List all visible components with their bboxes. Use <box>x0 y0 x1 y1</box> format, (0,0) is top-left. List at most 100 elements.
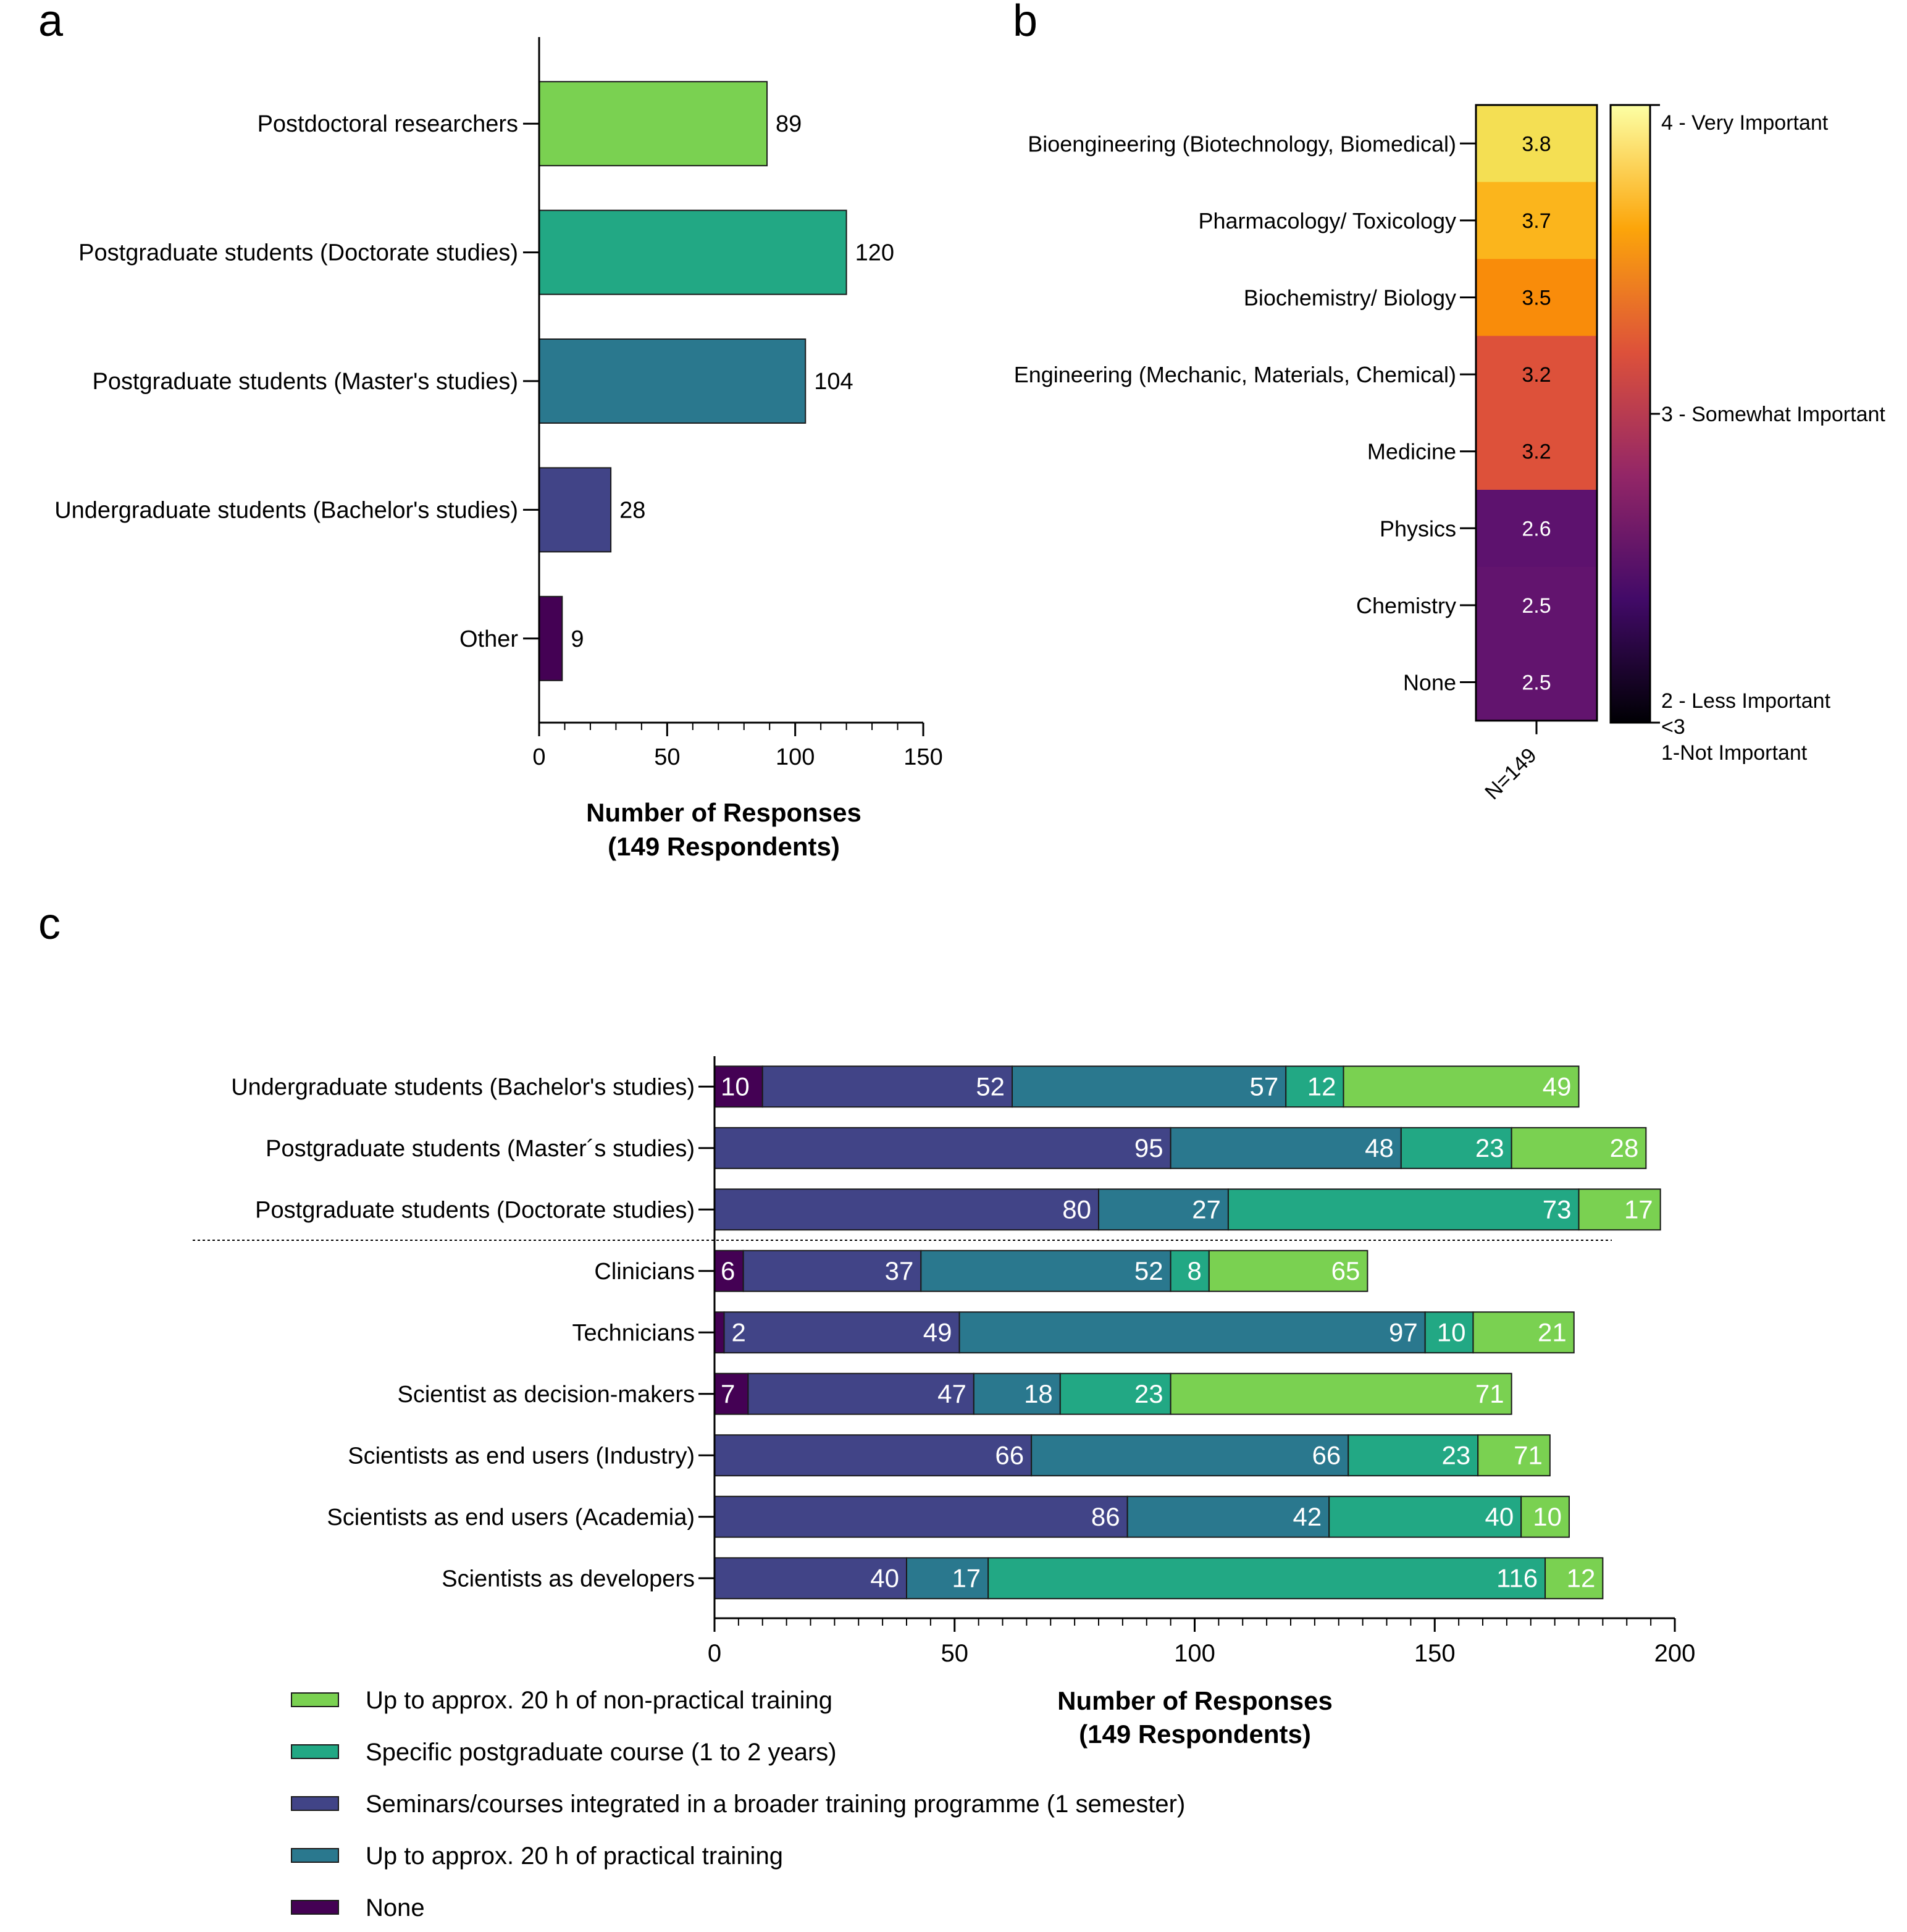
bar-segment <box>1059 1372 1171 1415</box>
segment-label: 18 <box>1024 1379 1053 1408</box>
category-label: Postdoctoral researchers <box>258 111 518 137</box>
segment-label: 73 <box>1543 1195 1572 1224</box>
segment-label: 40 <box>870 1563 899 1592</box>
bar-segment <box>1031 1434 1349 1477</box>
x-tick-label: 100 <box>776 744 815 770</box>
segment-label: 10 <box>1533 1502 1562 1531</box>
colorbar-label: 3 - Somewhat Important <box>1661 403 1885 426</box>
legend-swatch <box>291 1744 339 1759</box>
row-label: Pharmacology/ Toxicology <box>1198 208 1456 233</box>
category-label: Other <box>459 626 518 652</box>
category-label: Scientist as decision-makers <box>397 1382 695 1408</box>
category-label: Undergraduate students (Bachelor's studi… <box>54 497 518 523</box>
segment-label: 23 <box>1475 1133 1504 1162</box>
category-label: Undergraduate students (Bachelor's studi… <box>231 1074 695 1100</box>
legend-swatch <box>291 1796 339 1811</box>
segment-label: 49 <box>1543 1072 1572 1101</box>
bar-segment <box>714 1188 1099 1231</box>
legend-swatch <box>291 1900 339 1915</box>
segment-label: 7 <box>721 1379 735 1408</box>
category-label: Postgraduate students (Doctorate studies… <box>78 240 518 266</box>
heatmap-cell <box>1476 413 1597 490</box>
bar-segment <box>1347 1434 1479 1477</box>
x-tick-label: 200 <box>1654 1640 1696 1667</box>
x-axis-title: Number of Responses <box>586 798 861 827</box>
colorbar-label: 2 - Less Important <box>1661 689 1831 713</box>
cell-value-label: 3.7 <box>1522 209 1551 233</box>
segment-label: 52 <box>976 1072 1005 1101</box>
bar <box>539 81 768 167</box>
bar <box>539 595 563 681</box>
heatmap-cell <box>1476 644 1597 721</box>
cell-value-label: 2.6 <box>1522 517 1551 540</box>
bar-segment <box>1343 1065 1580 1108</box>
bar-segment <box>714 1065 763 1108</box>
segment-label: 49 <box>923 1317 952 1346</box>
legend-label: Up to approx. 20 h of non-practical trai… <box>366 1687 832 1714</box>
bar-segment <box>1520 1495 1570 1538</box>
bar-segment <box>958 1311 1426 1354</box>
category-label: Scientists as developers <box>442 1566 695 1592</box>
cell-value-label: 3.2 <box>1522 363 1551 387</box>
segment-label: 27 <box>1192 1195 1221 1224</box>
panel-label-c: c <box>38 899 61 949</box>
segment-label: 86 <box>1091 1502 1120 1531</box>
row-label: Medicine <box>1367 439 1456 464</box>
row-label: None <box>1403 670 1456 695</box>
bar-segment <box>1400 1127 1512 1169</box>
bar-value-label: 120 <box>855 240 894 266</box>
x-tick-label: 150 <box>903 744 942 770</box>
bar-segment <box>714 1311 725 1354</box>
segment-label: 12 <box>1567 1563 1596 1592</box>
bar-segment <box>1511 1127 1647 1169</box>
category-label: Postgraduate students (Master´s studies) <box>266 1136 695 1162</box>
bar-segment <box>987 1557 1546 1600</box>
cell-value-label: 3.2 <box>1522 440 1551 464</box>
segment-label: 42 <box>1293 1502 1322 1531</box>
bar-segment <box>1472 1311 1575 1354</box>
category-label: Clinicians <box>594 1259 695 1285</box>
heatmap-cell <box>1476 335 1597 413</box>
legend-label: Seminars/courses integrated in a broader… <box>366 1791 1185 1818</box>
x-tick-label: 50 <box>654 744 680 770</box>
colorbar-label: <3 <box>1661 715 1685 739</box>
bar <box>539 338 807 424</box>
heatmap-cell <box>1476 105 1597 183</box>
segment-label: 12 <box>1307 1072 1336 1101</box>
bar-segment <box>761 1065 1013 1108</box>
x-tick-label: 0 <box>532 744 545 770</box>
bar-segment <box>1126 1495 1330 1538</box>
segment-label: 71 <box>1514 1440 1543 1469</box>
segment-label: 10 <box>1437 1317 1466 1346</box>
x-axis-title-line2: (149 Respondents) <box>608 832 840 861</box>
panel-label-b: b <box>1013 0 1037 46</box>
bar <box>539 467 612 553</box>
x-axis-title: Number of Responses <box>1057 1686 1333 1715</box>
cell-value-label: 3.5 <box>1522 287 1551 310</box>
heatmap-cell <box>1476 566 1597 644</box>
segment-label: 65 <box>1331 1256 1360 1285</box>
bar-segment <box>1170 1127 1402 1169</box>
segment-label: 71 <box>1475 1379 1504 1408</box>
heatmap-cell <box>1476 490 1597 568</box>
segment-label: 66 <box>995 1440 1024 1469</box>
bar-segment <box>1328 1495 1522 1538</box>
category-label: Scientists as end users (Industry) <box>348 1443 695 1469</box>
cell-value-label: 3.8 <box>1522 132 1551 156</box>
panel-a: a 89 Postdoctoral researchers 120 Postgradua… <box>38 0 943 861</box>
segment-label: 37 <box>885 1256 914 1285</box>
panel-b: b 3.8 Bioengineering (Biotechnology, Biome… <box>1013 0 1885 804</box>
panel-c: c 10 52 57 12 49 Undergraduate students (Bache… <box>38 899 1695 1922</box>
segment-label: 17 <box>952 1563 981 1592</box>
segment-label: 80 <box>1062 1195 1091 1224</box>
segment-label: 23 <box>1134 1379 1163 1408</box>
legend-label: Specific postgraduate course (1 to 2 yea… <box>366 1739 837 1766</box>
legend-label: Up to approx. 20 h of practical training <box>366 1842 783 1870</box>
row-label: Bioengineering (Biotechnology, Biomedica… <box>1028 131 1456 156</box>
segment-label: 57 <box>1250 1072 1279 1101</box>
bar-value-label: 104 <box>814 369 853 395</box>
bar-segment <box>723 1311 960 1354</box>
bar-segment <box>742 1250 922 1292</box>
row-label: Physics <box>1380 516 1456 541</box>
x-axis-title-line2: (149 Respondents) <box>1079 1720 1311 1749</box>
